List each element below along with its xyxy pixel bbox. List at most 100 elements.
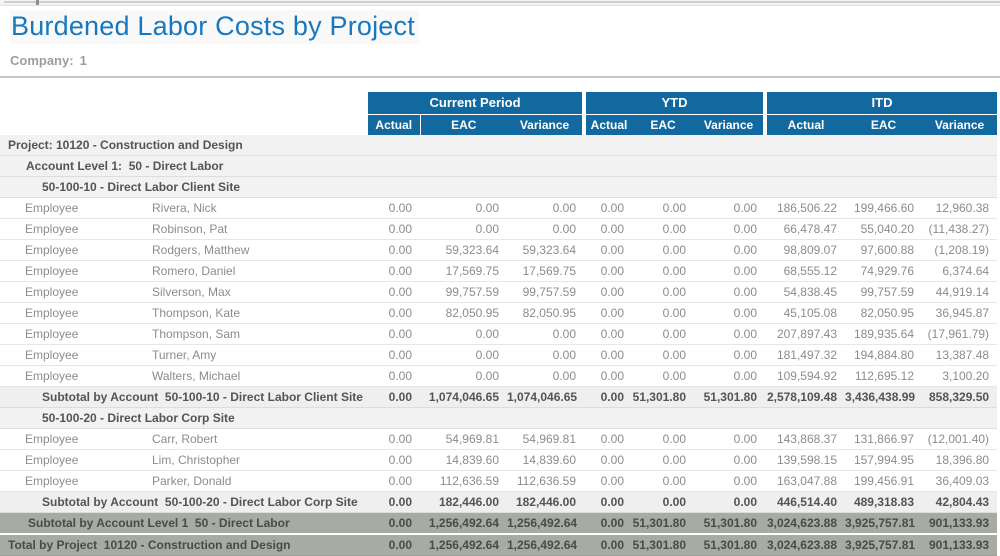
column-header-itd-variance: Variance (922, 113, 998, 135)
value-cell: 18,396.80 (935, 453, 990, 467)
browser-chrome-sliver (0, 0, 1000, 6)
row-label-cell: Subtotal by Account 50-100-20 - Direct L… (0, 491, 368, 513)
value-cell: 0.00 (584, 386, 633, 408)
employee-category-cell: Employee (25, 306, 79, 320)
employee-name-cell: Turner, Amy (152, 348, 217, 362)
report-header: Burdened Labor Costs by Project Company:… (0, 6, 1000, 68)
value-cell: 2,578,109.48 (765, 386, 846, 408)
value-cell: 0.00 (368, 534, 420, 556)
value-cell: 0.00 (600, 369, 625, 383)
value-cell: 901,133.93 (922, 512, 998, 535)
employee-name-cell: Rodgers, Matthew (152, 243, 250, 257)
employee-category-cell: Employee (25, 327, 79, 341)
employee-category-cell: Employee (25, 285, 79, 299)
value-cell: 1,256,492.64 (507, 534, 585, 556)
value-cell: 54,838.45 (783, 285, 838, 299)
value-cell: 74,929.76 (860, 264, 915, 278)
value-cell: 901,133.93 (922, 534, 998, 556)
employee-category-cell: Employee (25, 264, 79, 278)
value-cell: 0.00 (733, 285, 758, 299)
value-cell: 0.00 (600, 453, 625, 467)
employee-name-cell: Romero, Daniel (152, 264, 236, 278)
value-cell: 0.00 (662, 327, 687, 341)
table-row-employee: Employee Parker, Donald 0.00 112,636.59 112,… (0, 471, 998, 492)
table-row-project: Project: 10120 - Construction and Design (0, 135, 998, 156)
column-header-cp-actual: Actual (368, 113, 421, 135)
value-cell: 0.00 (552, 369, 577, 383)
table-row-employee: Employee Carr, Robert 0.00 54,969.81 54,969.… (0, 429, 998, 450)
value-cell: 99,757.59 (445, 285, 499, 299)
value-cell: 82,050.95 (445, 306, 499, 320)
employee-name-cell: Thompson, Sam (152, 327, 241, 341)
value-cell: 0.00 (662, 432, 687, 446)
value-cell: 6,374.64 (942, 264, 990, 278)
value-cell: 51,301.80 (694, 386, 766, 408)
value-cell: 0.00 (584, 512, 633, 535)
value-cell: 0.00 (388, 201, 412, 215)
value-cell: 112,636.59 (439, 474, 499, 488)
value-cell: 0.00 (600, 201, 625, 215)
value-cell: (12,001.40) (927, 432, 990, 446)
row-label-cell: 50-100-20 - Direct Labor Corp Site (0, 407, 998, 429)
column-group-current-period: Current Period (368, 92, 585, 114)
value-cell: 0.00 (475, 222, 499, 236)
value-cell: 0.00 (733, 306, 758, 320)
value-cell: 157,994.95 (853, 453, 915, 467)
row-label-cell: Total by Project 10120 - Construction an… (0, 534, 368, 556)
value-cell: 17,569.75 (522, 264, 577, 278)
value-cell: 0.00 (552, 327, 577, 341)
value-cell: 858,329.50 (922, 386, 998, 408)
value-cell: 143,868.37 (776, 432, 838, 446)
value-cell: 36,409.03 (935, 474, 990, 488)
value-cell: 0.00 (600, 348, 625, 362)
value-cell: 99,757.59 (522, 285, 577, 299)
company-value: 1 (79, 53, 87, 68)
table-row-employee: Employee Silverson, Max 0.00 99,757.59 99,75… (0, 282, 998, 303)
column-group-ytd: YTD (582, 92, 766, 114)
value-cell: 0.00 (733, 474, 758, 488)
table-row-level1-subtotal: Subtotal by Account Level 1 50 - Direct … (0, 512, 998, 535)
value-cell: 1,256,492.64 (507, 512, 585, 535)
row-label-cell: Account Level 1: 50 - Direct Labor (0, 155, 998, 177)
table-row-employee: Employee Lim, Christopher 0.00 14,839.60 14,… (0, 450, 998, 471)
value-cell: 51,301.80 (694, 534, 766, 556)
table-header: Current Period YTD ITD Actual EAC Varian… (0, 92, 998, 135)
value-cell: 181,497.32 (776, 348, 838, 362)
value-cell: 54,969.81 (522, 432, 577, 446)
value-cell: 0.00 (733, 348, 758, 362)
value-cell: 0.00 (600, 327, 625, 341)
value-cell: 0.00 (388, 327, 412, 341)
value-cell: 489,318.83 (845, 491, 923, 513)
column-header-itd-eac: EAC (845, 113, 923, 135)
value-cell: 66,478.47 (783, 222, 838, 236)
value-cell: 0.00 (388, 453, 412, 467)
value-cell: 131,866.97 (853, 432, 915, 446)
value-cell: 0.00 (662, 285, 687, 299)
table-row-employee: Employee Walters, Michael 0.00 0.00 0.00 0.00… (0, 366, 998, 387)
value-cell: 0.00 (552, 201, 577, 215)
value-cell: 82,050.95 (522, 306, 577, 320)
value-cell: 55,040.20 (860, 222, 915, 236)
value-cell: 207,897.43 (776, 327, 838, 341)
row-label-cell: 50-100-10 - Direct Labor Client Site (0, 176, 998, 198)
value-cell: 14,839.60 (522, 453, 577, 467)
value-cell: 0.00 (475, 201, 499, 215)
table-row-employee: Employee Rivera, Nick 0.00 0.00 0.00 0.00 0.00… (0, 198, 998, 219)
value-cell: 0.00 (662, 222, 687, 236)
column-header-itd-actual: Actual (763, 113, 846, 135)
table-row-employee: Employee Thompson, Sam 0.00 0.00 0.00 0.00 0.0… (0, 324, 998, 345)
table-row-employee: Employee Robinson, Pat 0.00 0.00 0.00 0.00 0.0… (0, 219, 998, 240)
value-cell: 1,074,046.65 (420, 386, 507, 408)
row-label-cell: Subtotal by Account 50-100-10 - Direct L… (0, 386, 368, 408)
value-cell: 97,600.88 (860, 243, 915, 257)
value-cell: 0.00 (475, 348, 499, 362)
value-cell: 199,456.91 (853, 474, 915, 488)
employee-name-cell: Thompson, Kate (152, 306, 241, 320)
employee-category-cell: Employee (25, 348, 79, 362)
table-row-employee: Employee Romero, Daniel 0.00 17,569.75 17,56… (0, 261, 998, 282)
value-cell: 0.00 (388, 369, 412, 383)
value-cell: 112,695.12 (854, 369, 915, 383)
value-cell: 0.00 (600, 306, 625, 320)
column-header-cp-eac: EAC (420, 113, 507, 135)
value-cell: 163,047.88 (776, 474, 838, 488)
